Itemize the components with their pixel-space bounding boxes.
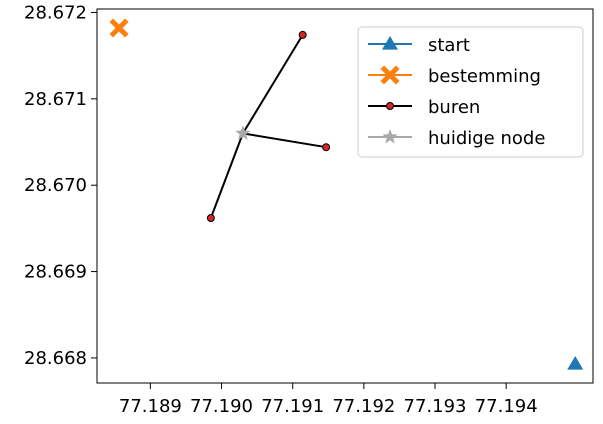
x-tick-label: 77.190 xyxy=(190,396,253,417)
legend-item-buren: buren xyxy=(368,97,480,118)
y-tick-label: 28.668 xyxy=(24,348,87,369)
y-tick-label: 28.670 xyxy=(24,175,87,196)
buren-point xyxy=(298,30,307,39)
legend-marker-buren xyxy=(386,102,394,110)
legend-item-bestemming: bestemming xyxy=(368,65,541,87)
legend-marker-start xyxy=(382,36,398,50)
bestemming-point xyxy=(109,18,129,38)
x-axis: 77.189 77.190 77.191 77.192 77.193 77.194 xyxy=(119,383,538,417)
y-tick-label: 28.669 xyxy=(24,262,87,283)
x-tick-label: 77.193 xyxy=(404,396,467,417)
plot-marks xyxy=(109,18,584,370)
legend-marker-bestemming xyxy=(380,65,400,85)
y-axis: 28.668 28.669 28.670 28.671 28.672 xyxy=(24,2,97,369)
buren-point xyxy=(322,143,331,152)
legend-label: buren xyxy=(428,97,480,118)
legend-label: bestemming xyxy=(428,66,541,87)
buren-point xyxy=(206,214,215,223)
legend-item-start: start xyxy=(368,35,470,56)
legend-item-huidige-node: huidige node xyxy=(368,128,545,149)
legend-label: start xyxy=(428,35,470,56)
plot-frame xyxy=(96,8,594,384)
y-tick-label: 28.672 xyxy=(24,2,87,23)
x-tick-label: 77.189 xyxy=(119,396,182,417)
x-tick-label: 77.192 xyxy=(332,396,395,417)
huidige-node-point xyxy=(235,125,251,140)
buren-edge xyxy=(242,34,304,134)
x-tick-label: 77.191 xyxy=(261,396,324,417)
y-tick-label: 28.671 xyxy=(24,89,87,110)
start-point xyxy=(567,355,584,370)
legend-marker-huidige-node xyxy=(382,129,398,144)
legend-label: huidige node xyxy=(428,128,545,149)
buren-edge xyxy=(209,133,244,219)
x-tick-label: 77.194 xyxy=(475,396,538,417)
buren-edge xyxy=(242,132,327,149)
legend-box xyxy=(357,26,584,158)
legend: start bestemming buren huidige node xyxy=(357,26,584,158)
